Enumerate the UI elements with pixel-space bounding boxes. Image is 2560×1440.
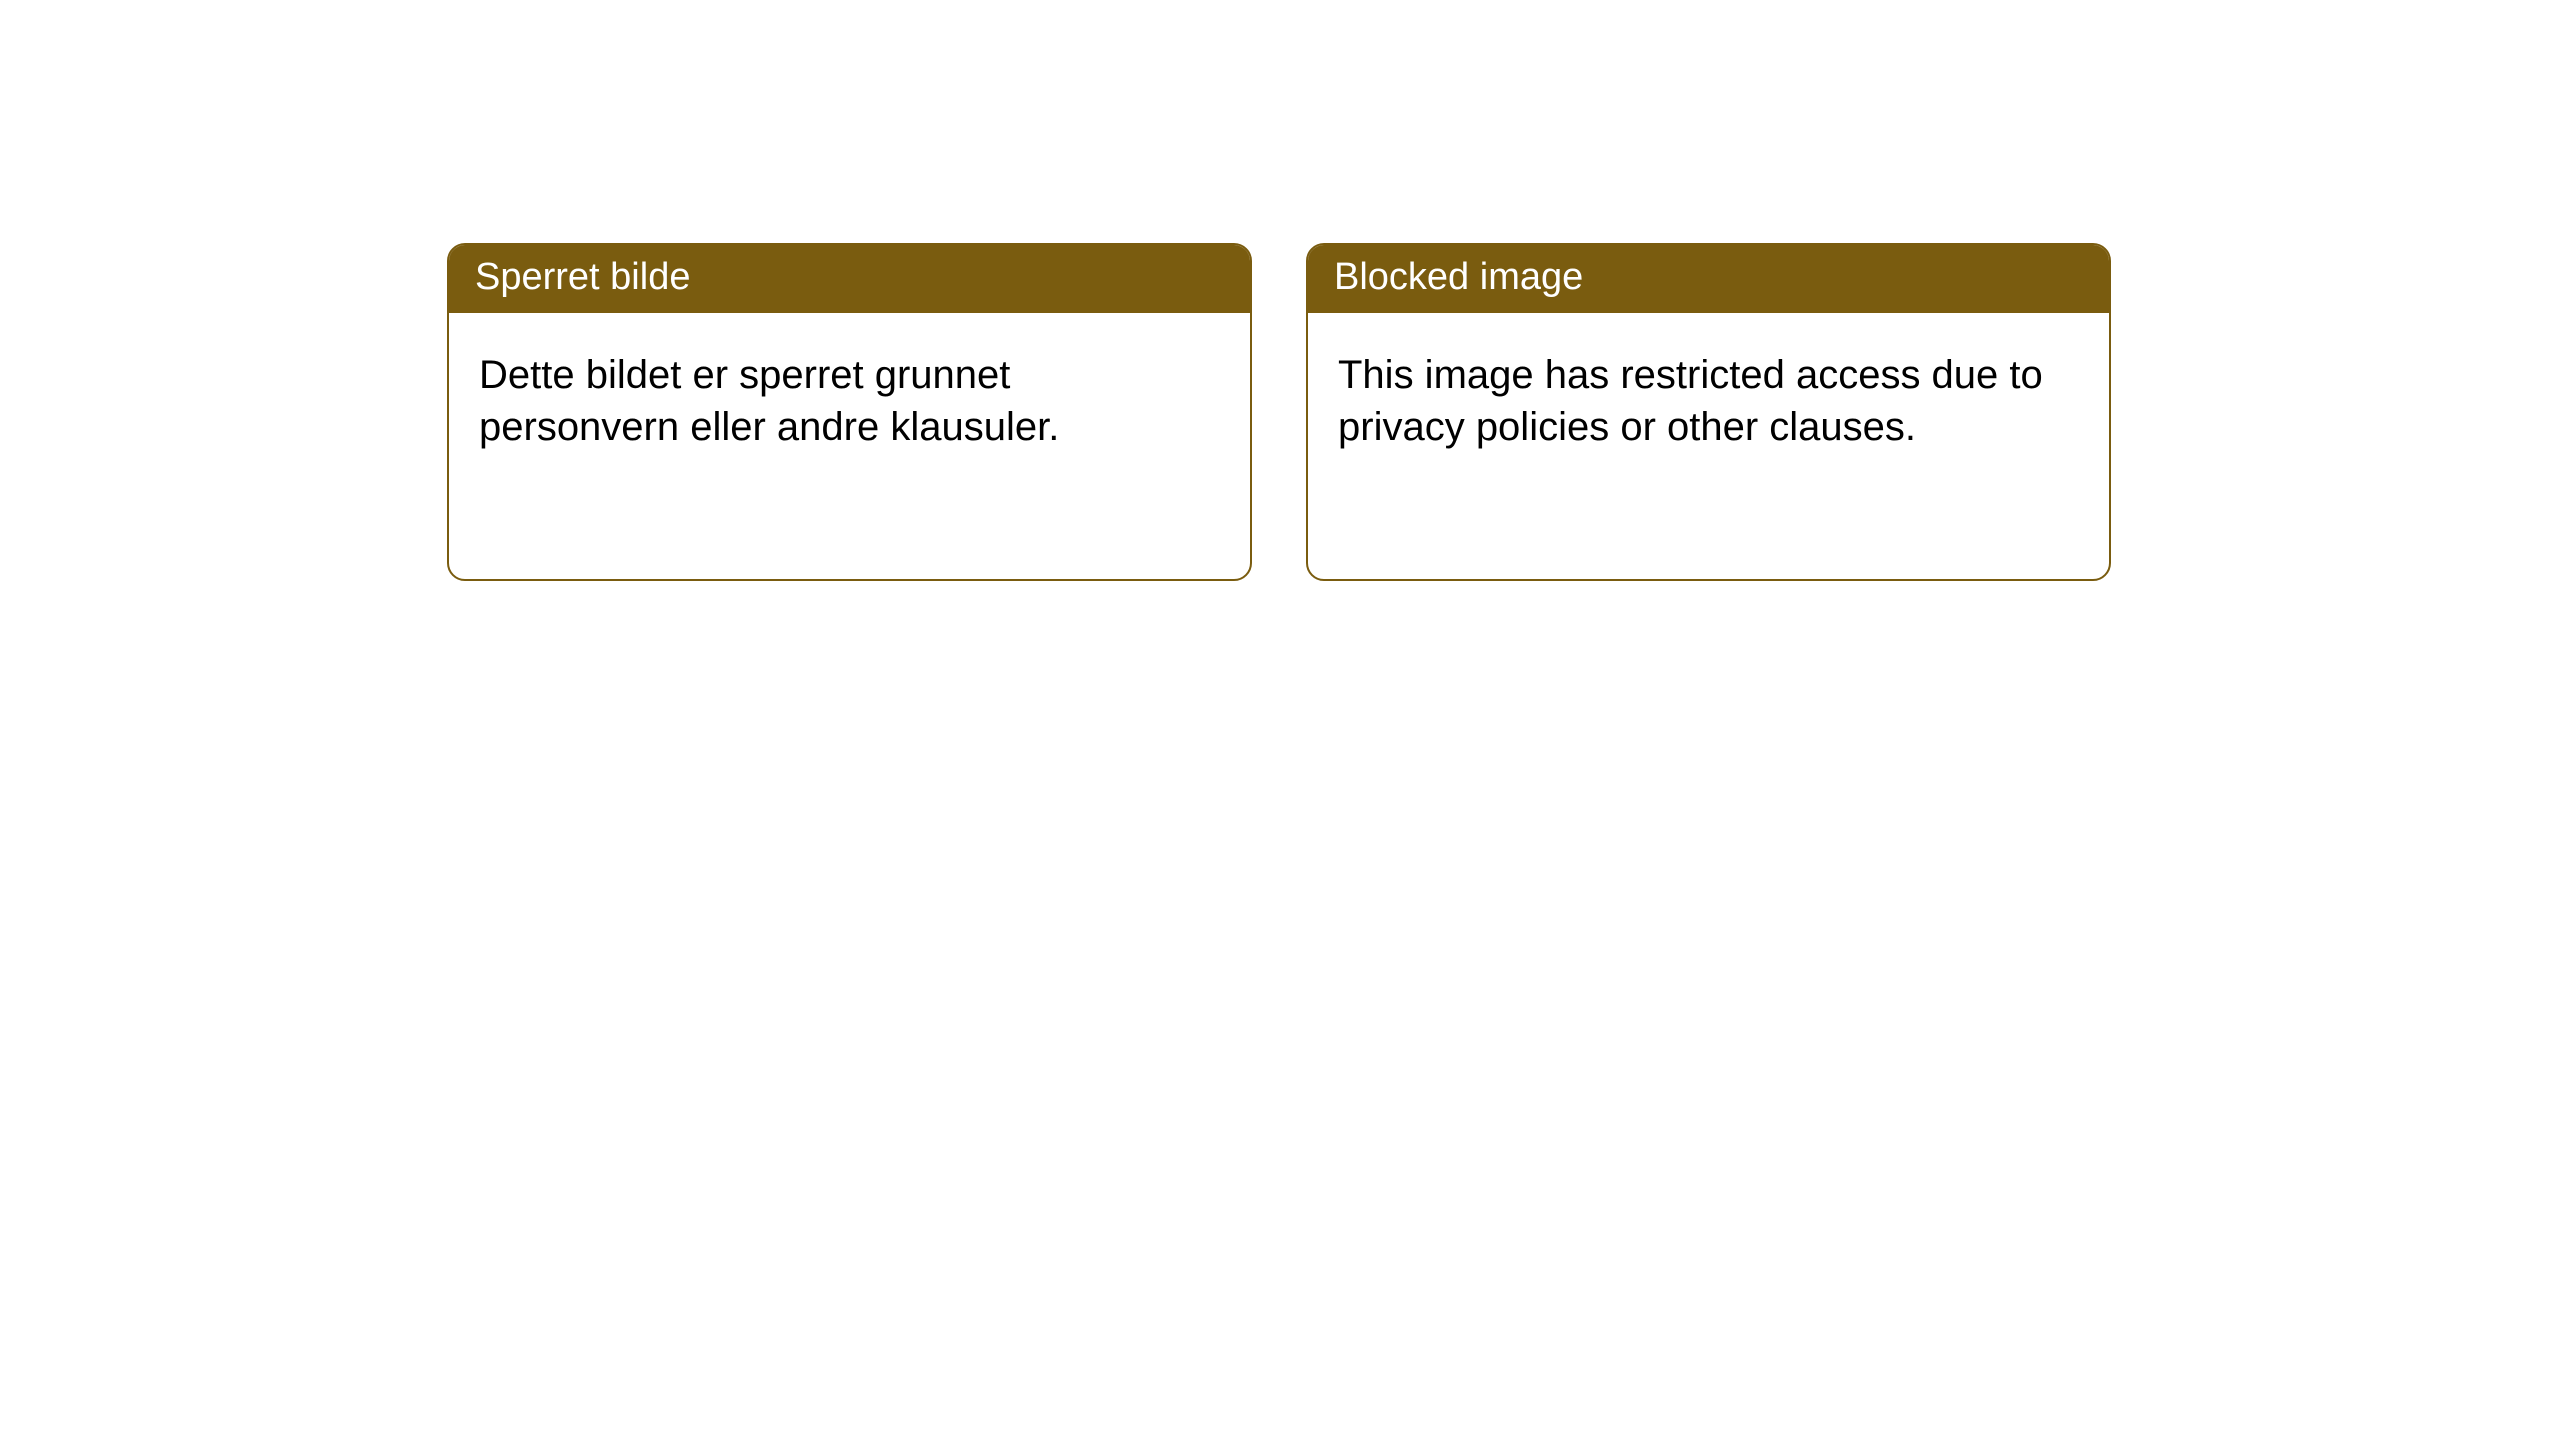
notice-body: Dette bildet er sperret grunnet personve… <box>449 313 1250 483</box>
notice-body: This image has restricted access due to … <box>1308 313 2109 483</box>
notice-header: Blocked image <box>1308 245 2109 313</box>
notice-card-english: Blocked image This image has restricted … <box>1306 243 2111 581</box>
notice-card-norwegian: Sperret bilde Dette bildet er sperret gr… <box>447 243 1252 581</box>
notice-container: Sperret bilde Dette bildet er sperret gr… <box>0 0 2560 581</box>
notice-header: Sperret bilde <box>449 245 1250 313</box>
